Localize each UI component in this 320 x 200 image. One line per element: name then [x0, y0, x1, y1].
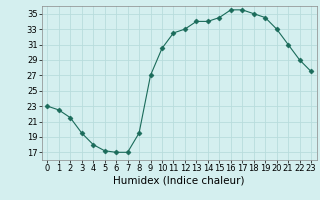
X-axis label: Humidex (Indice chaleur): Humidex (Indice chaleur) — [114, 176, 245, 186]
